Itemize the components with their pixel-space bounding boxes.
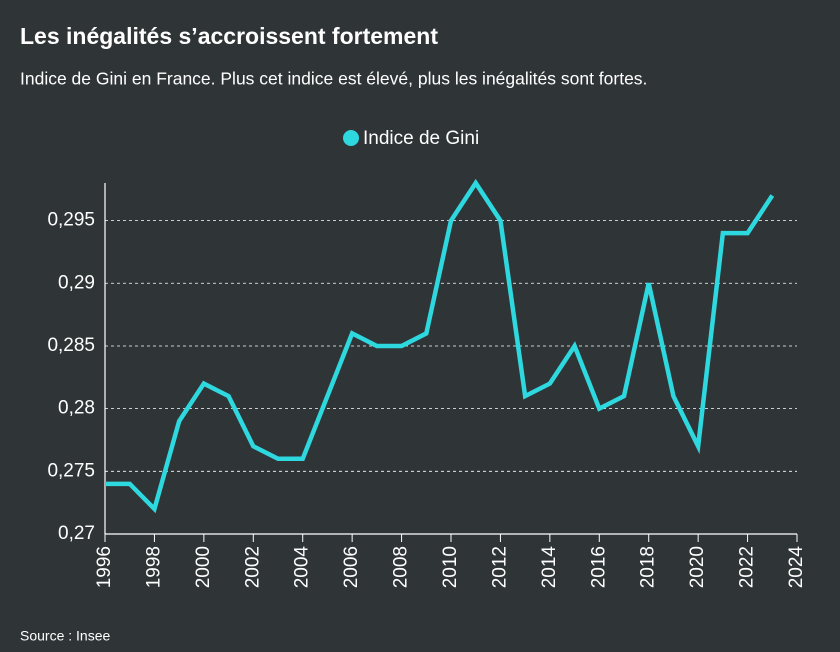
y-tick-label: 0,29: [58, 272, 95, 293]
x-tick-label: 2016: [588, 546, 609, 588]
line: [105, 178, 775, 514]
x-tick-label: 1996: [94, 546, 115, 588]
x-tick-label: 2022: [737, 546, 758, 588]
y-tick-label: 0,295: [47, 210, 95, 231]
legend-label: Indice de Gini: [363, 128, 479, 149]
source: Source : Insee: [20, 628, 110, 644]
x-tick-label: 2024: [786, 546, 807, 589]
x-tick-label: 1998: [143, 546, 164, 588]
legend-marker: [343, 130, 359, 146]
x-tick-label: 2000: [193, 546, 214, 588]
x-tick-label: 2008: [391, 546, 412, 588]
x-tick-label: 2018: [638, 546, 659, 588]
x-tick-label: 2012: [489, 546, 510, 588]
x-tick-label: 2014: [539, 546, 560, 589]
y-tick-label: 0,27: [58, 523, 95, 544]
x-tick-label: 2006: [341, 546, 362, 588]
x-tick-label: 2020: [687, 546, 708, 588]
chart-title: Les inégalités s’accroissent fortement: [20, 23, 438, 49]
y-tick-label: 0,275: [47, 460, 95, 481]
y-tick-label: 0,285: [47, 335, 95, 356]
y-tick-label: 0,28: [58, 398, 95, 419]
x-tick-label: 2010: [440, 546, 461, 588]
x-tick-label: 2004: [292, 546, 313, 589]
chart-subtitle: Indice de Gini en France. Plus cet indic…: [20, 69, 647, 89]
x-tick-label: 2002: [242, 546, 263, 588]
